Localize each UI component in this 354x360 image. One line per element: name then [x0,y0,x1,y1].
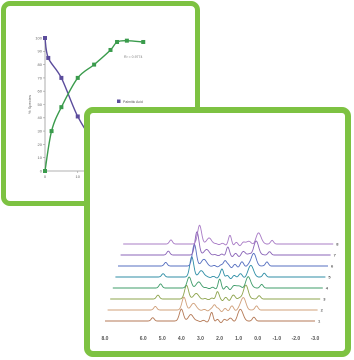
trace-label: 4 [326,286,329,291]
ppm-tick-label: -2.0 [292,336,301,342]
ppm-tick-label: 2.0 [216,336,223,342]
y-tick-label: 80 [38,62,43,67]
y-tick-label: 0 [40,168,43,173]
ppm-tick-label: 5.0 [159,336,166,342]
trace-label: 7 [334,253,337,258]
trace-label: 6 [331,264,334,269]
y-tick-label: 30 [38,129,43,134]
trace-label: 1 [318,319,321,324]
x-tick-label: 10 [76,174,81,179]
data-point-palmitic-acid [46,55,51,60]
trace-label: 2 [321,308,324,313]
stacked-nmr-spectra-chart: 1 2 3 4 5 6 7 8 8.0 6.0 5.0 4.0 3.0 2.0 1.0 0.0 -1.0 -2.0… [102,224,339,342]
nmr-spectra-panel: 1 2 3 4 5 6 7 8 8.0 6.0 5.0 4.0 3.0 2.0 1.0 0.0 -1.0 -2.0… [84,107,351,357]
ppm-tick-label: 4.0 [178,336,185,342]
data-point-methyl-ester [59,105,64,110]
y-tick-label: 90 [38,49,43,54]
trace-label: 3 [323,297,326,302]
trace-label: 5 [328,275,331,280]
y-tick-label: 50 [38,102,43,107]
data-point-methyl-ester [141,39,146,44]
data-point-methyl-ester [43,169,47,173]
legend-label-palmitic-acid: Palmitic Acid [123,100,143,104]
data-point-methyl-ester [75,75,80,80]
ppm-tick-label: -3.0 [311,336,320,342]
y-tick-label: 60 [38,89,43,94]
data-point-methyl-ester [124,38,129,43]
spectrum-trace-1 [105,308,315,324]
ppm-tick-label: 1.0 [235,336,242,342]
r-squared-annotation-ester: R² = 0.9774 [124,55,142,59]
legend-swatch-palmitic-acid [117,99,121,103]
data-point-methyl-ester [108,47,113,52]
ppm-tick-label: -1.0 [273,336,282,342]
x-tick-label: 0 [44,174,47,179]
y-axis-label: % Species [27,95,32,114]
spectrum-trace-4 [112,276,323,290]
spectrum-trace-3 [110,284,321,301]
y-tick-label: 40 [38,115,43,120]
spectrum-trace-8 [123,224,334,247]
spectrum-trace-6 [118,243,328,269]
y-tick-label: 20 [38,142,43,147]
data-point-palmitic-acid [59,75,64,80]
spectrum-trace-5 [115,256,326,280]
ppm-tick-label: 8.0 [102,336,109,342]
data-point-palmitic-acid [43,36,47,40]
y-tick-label: 70 [38,75,43,80]
data-point-methyl-ester [92,62,97,67]
ppm-tick-label: 6.0 [140,336,147,342]
spectrum-trace-2 [107,296,318,313]
data-point-methyl-ester [49,129,54,134]
ppm-tick-label: 0.0 [254,336,261,342]
ppm-tick-label: 3.0 [197,336,204,342]
y-tick-label: 10 [38,155,43,160]
y-tick-label: 100 [35,35,42,40]
spectrum-trace-7 [120,231,331,258]
data-point-palmitic-acid [75,114,80,119]
trace-label: 8 [336,242,339,247]
data-point-methyl-ester [115,39,120,44]
